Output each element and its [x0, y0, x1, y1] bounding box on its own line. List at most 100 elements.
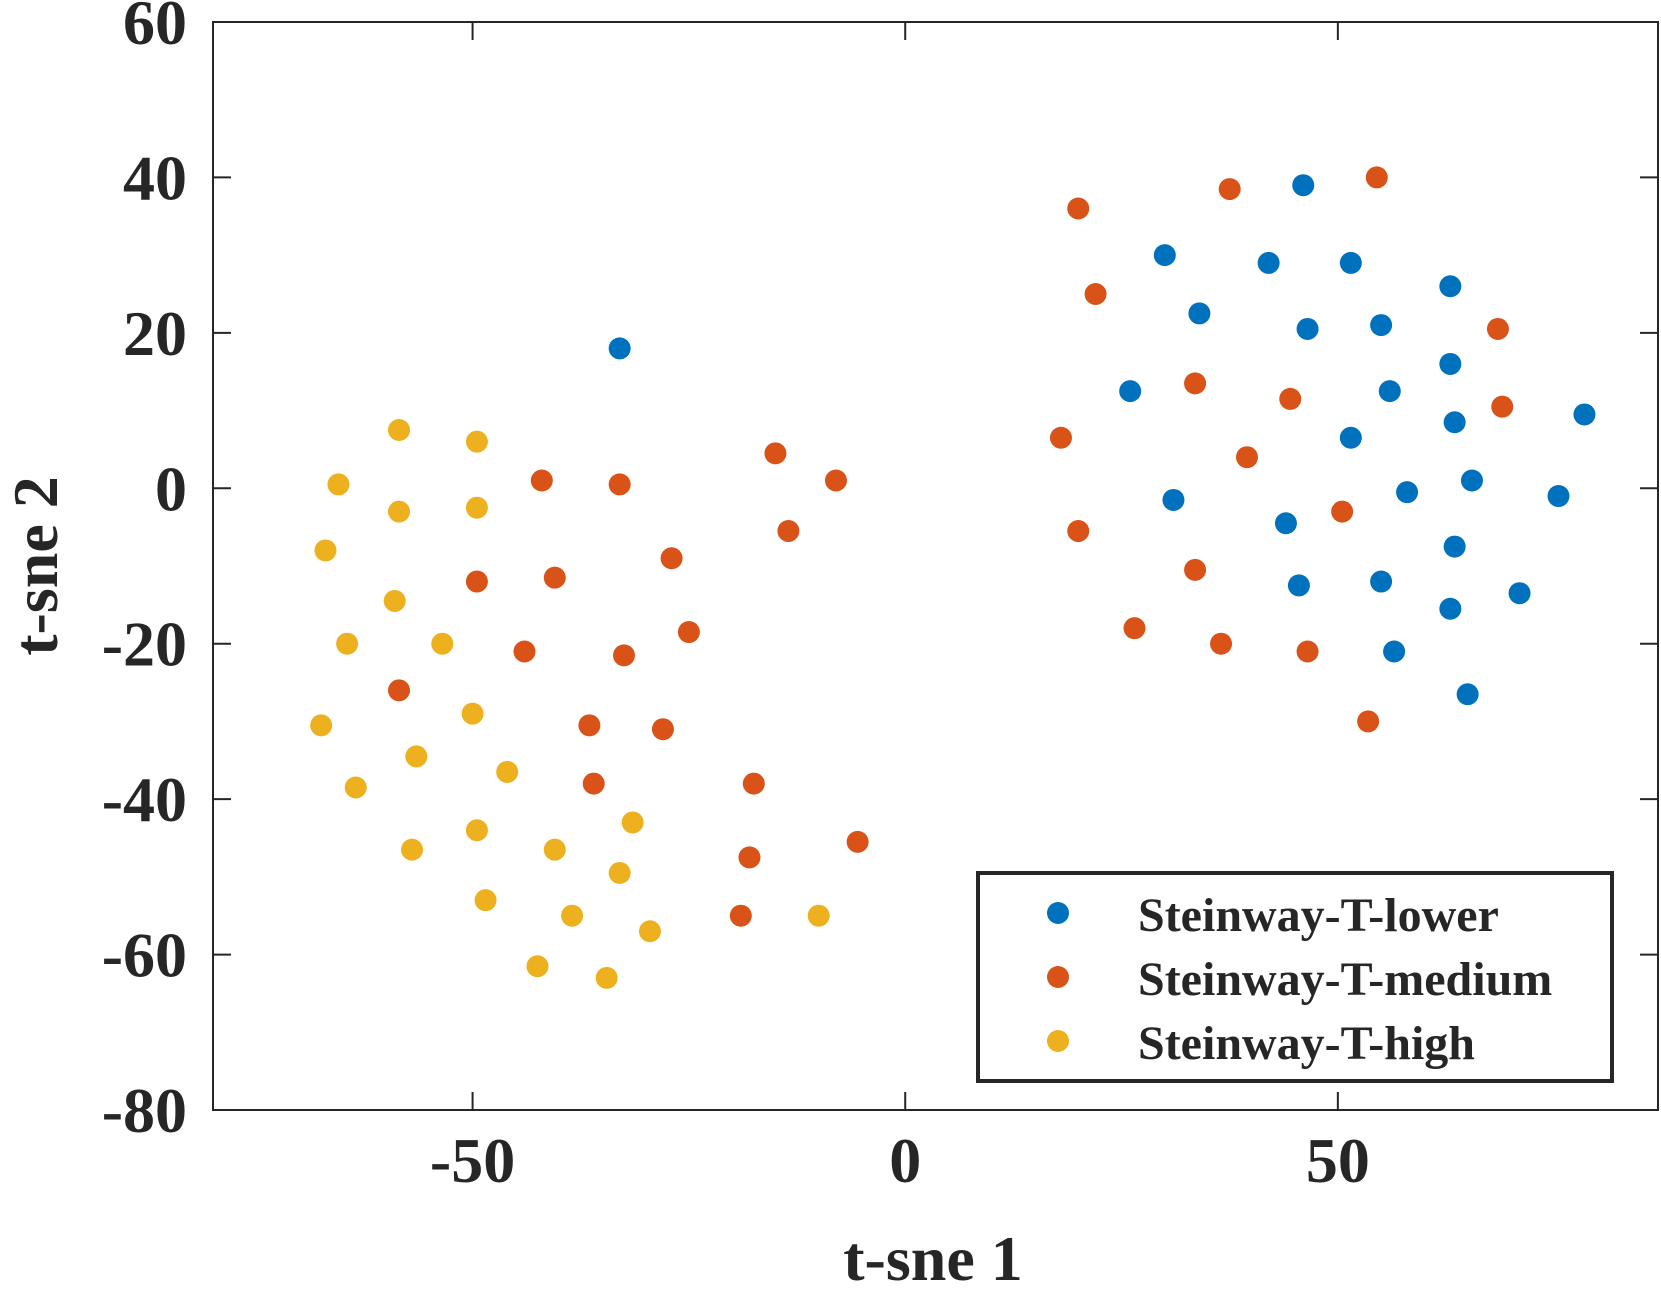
data-point-steinway-t-medium: [1279, 387, 1302, 410]
data-point-steinway-t-medium: [1357, 710, 1380, 733]
data-point-steinway-t-high: [388, 500, 411, 523]
data-point-steinway-t-medium: [613, 644, 636, 667]
data-point-steinway-t-lower: [1153, 244, 1176, 267]
data-point-steinway-t-lower: [1188, 302, 1211, 325]
y-tick-label: -60: [102, 920, 187, 991]
data-point-steinway-t-lower: [1573, 403, 1596, 426]
x-tick-label: 50: [1306, 1125, 1370, 1196]
data-point-steinway-t-medium: [1296, 640, 1319, 663]
data-point-steinway-t-high: [474, 889, 497, 912]
data-point-steinway-t-medium: [465, 570, 488, 593]
legend-marker: [1047, 1030, 1069, 1052]
data-point-steinway-t-medium: [651, 718, 674, 741]
legend-marker: [1047, 966, 1069, 988]
data-point-steinway-t-lower: [1370, 570, 1393, 593]
data-point-steinway-t-lower: [1456, 683, 1479, 706]
data-point-steinway-t-medium: [1235, 446, 1258, 469]
data-point-steinway-t-medium: [742, 772, 765, 795]
x-tick-label: -50: [430, 1125, 515, 1196]
data-point-steinway-t-medium: [1486, 317, 1509, 340]
data-point-steinway-t-lower: [1370, 314, 1393, 337]
data-point-steinway-t-high: [526, 955, 549, 978]
data-point-steinway-t-medium: [1067, 197, 1090, 220]
data-point-steinway-t-medium: [846, 830, 869, 853]
y-axis-label: t-sne 2: [0, 476, 71, 656]
data-point-steinway-t-lower: [1339, 426, 1362, 449]
data-point-steinway-t-high: [465, 819, 488, 842]
plot-frame: [212, 21, 1659, 1111]
data-point-steinway-t-high: [561, 904, 584, 927]
data-point-steinway-t-high: [807, 904, 830, 927]
data-point-steinway-t-high: [621, 811, 644, 834]
data-point-steinway-t-lower: [1443, 535, 1466, 558]
data-point-steinway-t-high: [638, 920, 661, 943]
data-point-steinway-t-high: [465, 496, 488, 519]
data-point-steinway-t-high: [327, 473, 350, 496]
data-point-steinway-t-high: [465, 430, 488, 453]
data-point-steinway-t-high: [608, 861, 631, 884]
data-point-steinway-t-medium: [608, 473, 631, 496]
data-point-steinway-t-lower: [1547, 485, 1570, 508]
data-point-steinway-t-high: [543, 838, 566, 861]
x-axis-label: t-sne 1: [843, 1223, 1023, 1294]
y-tick-label: 20: [123, 298, 187, 369]
data-point-steinway-t-lower: [1443, 411, 1466, 434]
legend-entry-label: Steinway-T-lower: [1138, 889, 1499, 942]
data-point-steinway-t-high: [595, 966, 618, 989]
data-point-steinway-t-lower: [1396, 481, 1419, 504]
data-point-steinway-t-lower: [1378, 380, 1401, 403]
data-point-steinway-t-lower: [1508, 582, 1531, 605]
data-point-steinway-t-lower: [1257, 251, 1280, 274]
data-point-steinway-t-high: [310, 714, 333, 737]
data-point-steinway-t-medium: [1365, 166, 1388, 189]
x-axis-ticks: -50 0 50: [430, 22, 1370, 1196]
plot-area-border: [212, 21, 1659, 1111]
data-point-steinway-t-medium: [777, 520, 800, 543]
data-point-steinway-t-medium: [1331, 500, 1354, 523]
data-point-steinway-t-medium: [1210, 632, 1233, 655]
data-point-steinway-t-medium: [824, 469, 847, 492]
data-point-steinway-t-medium: [530, 469, 553, 492]
data-point-steinway-t-medium: [738, 846, 761, 869]
data-point-steinway-t-medium: [582, 772, 605, 795]
data-point-steinway-t-medium: [513, 640, 536, 663]
data-point-steinway-t-lower: [1162, 488, 1185, 511]
data-point-steinway-t-lower: [1439, 352, 1462, 375]
data-point-steinway-t-medium: [764, 442, 787, 465]
data-point-steinway-t-medium: [543, 566, 566, 589]
data-point-steinway-t-lower: [1296, 317, 1319, 340]
data-point-steinway-t-lower: [1119, 380, 1142, 403]
data-point-steinway-t-medium: [1218, 178, 1241, 201]
data-point-steinway-t-high: [388, 419, 411, 441]
data-point-steinway-t-high: [431, 632, 454, 655]
data-point-steinway-t-lower: [608, 337, 631, 360]
y-tick-label: -20: [102, 609, 187, 680]
legend-entry-label: Steinway-T-high: [1138, 1017, 1475, 1070]
data-point-steinway-t-high: [401, 838, 424, 861]
data-point-steinway-t-lower: [1460, 469, 1483, 492]
y-tick-label: -40: [102, 764, 187, 835]
data-point-steinway-t-medium: [388, 679, 411, 702]
data-point-steinway-t-high: [344, 776, 367, 799]
data-point-steinway-t-medium: [1184, 558, 1207, 581]
y-tick-label: 0: [155, 453, 187, 524]
y-tick-label: -80: [102, 1075, 187, 1146]
data-point-steinway-t-lower: [1292, 174, 1315, 197]
legend: Steinway-T-lower Steinway-T-medium Steinwa…: [976, 871, 1614, 1083]
y-axis-ticks: -80 -60 -40 -20 0 20 40 60: [102, 0, 1658, 1146]
legend-box: [976, 871, 1614, 1083]
data-point-steinway-t-high: [405, 745, 428, 768]
data-point-steinway-t-medium: [1184, 372, 1207, 395]
data-point-steinway-t-lower: [1439, 275, 1462, 298]
data-point-steinway-t-lower: [1383, 640, 1406, 663]
data-point-steinway-t-medium: [729, 904, 752, 927]
data-point-steinway-t-medium: [1067, 520, 1090, 543]
data-point-steinway-t-high: [383, 589, 406, 612]
y-tick-label: 40: [123, 142, 187, 213]
data-point-steinway-t-medium: [578, 714, 601, 737]
data-point-steinway-t-medium: [1491, 395, 1514, 418]
data-point-steinway-t-medium: [660, 547, 683, 570]
data-point-steinway-t-lower: [1339, 251, 1362, 274]
